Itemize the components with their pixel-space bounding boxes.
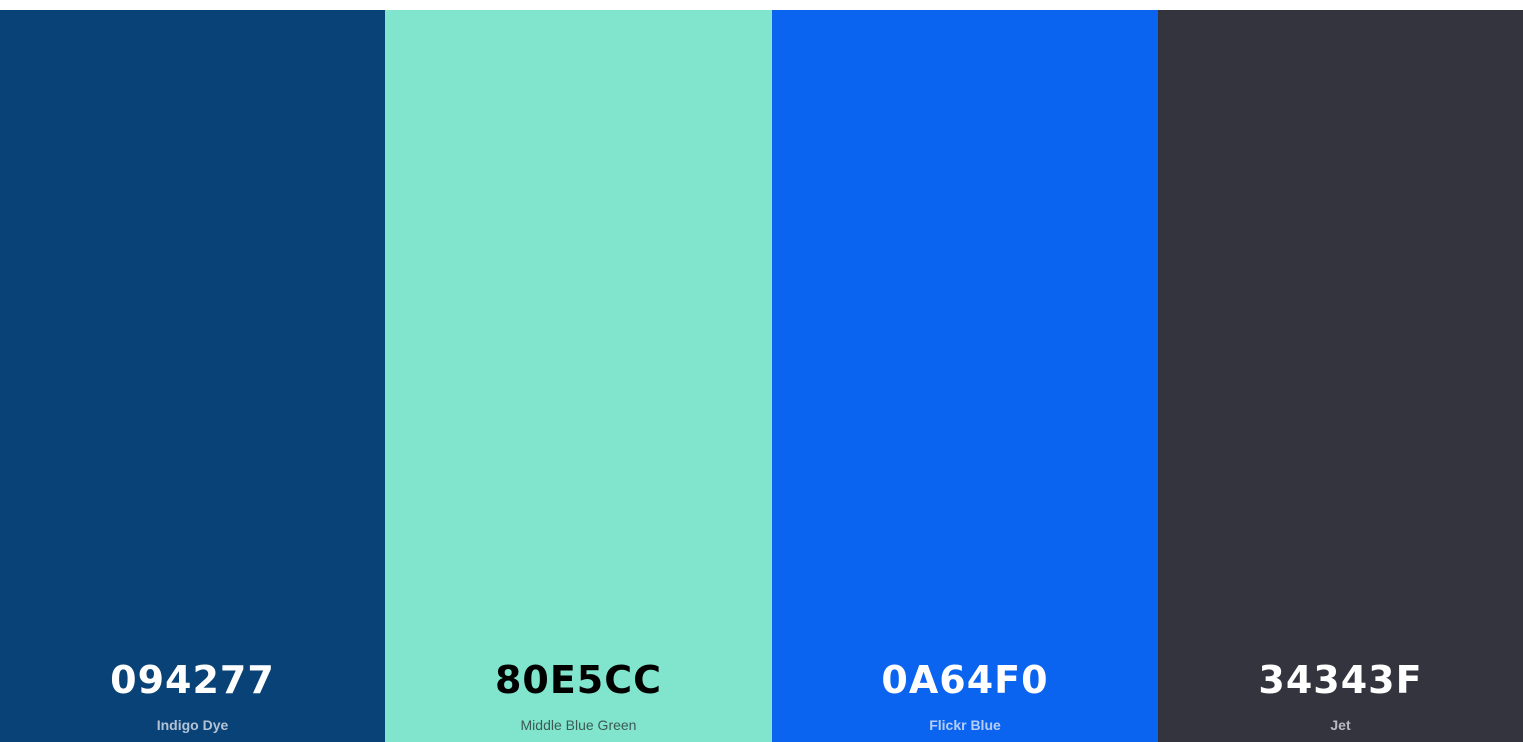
swatch-color-name: Jet <box>1330 717 1351 733</box>
swatch-hex-code[interactable]: 094277 <box>110 658 275 702</box>
color-palette: 094277 Indigo Dye 80E5CC Middle Blue Gre… <box>0 10 1523 742</box>
swatch-middle-blue-green[interactable]: 80E5CC Middle Blue Green <box>385 10 772 742</box>
swatch-hex-code[interactable]: 34343F <box>1258 658 1423 702</box>
swatch-color-name: Middle Blue Green <box>520 717 637 733</box>
swatch-color-name: Flickr Blue <box>929 717 1001 733</box>
swatch-flickr-blue[interactable]: 0A64F0 Flickr Blue <box>772 10 1158 742</box>
swatch-color-name: Indigo Dye <box>156 717 229 733</box>
swatch-hex-code[interactable]: 0A64F0 <box>881 658 1049 702</box>
swatch-jet[interactable]: 34343F Jet <box>1158 10 1523 742</box>
swatch-hex-code[interactable]: 80E5CC <box>494 658 663 702</box>
swatch-indigo-dye[interactable]: 094277 Indigo Dye <box>0 10 385 742</box>
